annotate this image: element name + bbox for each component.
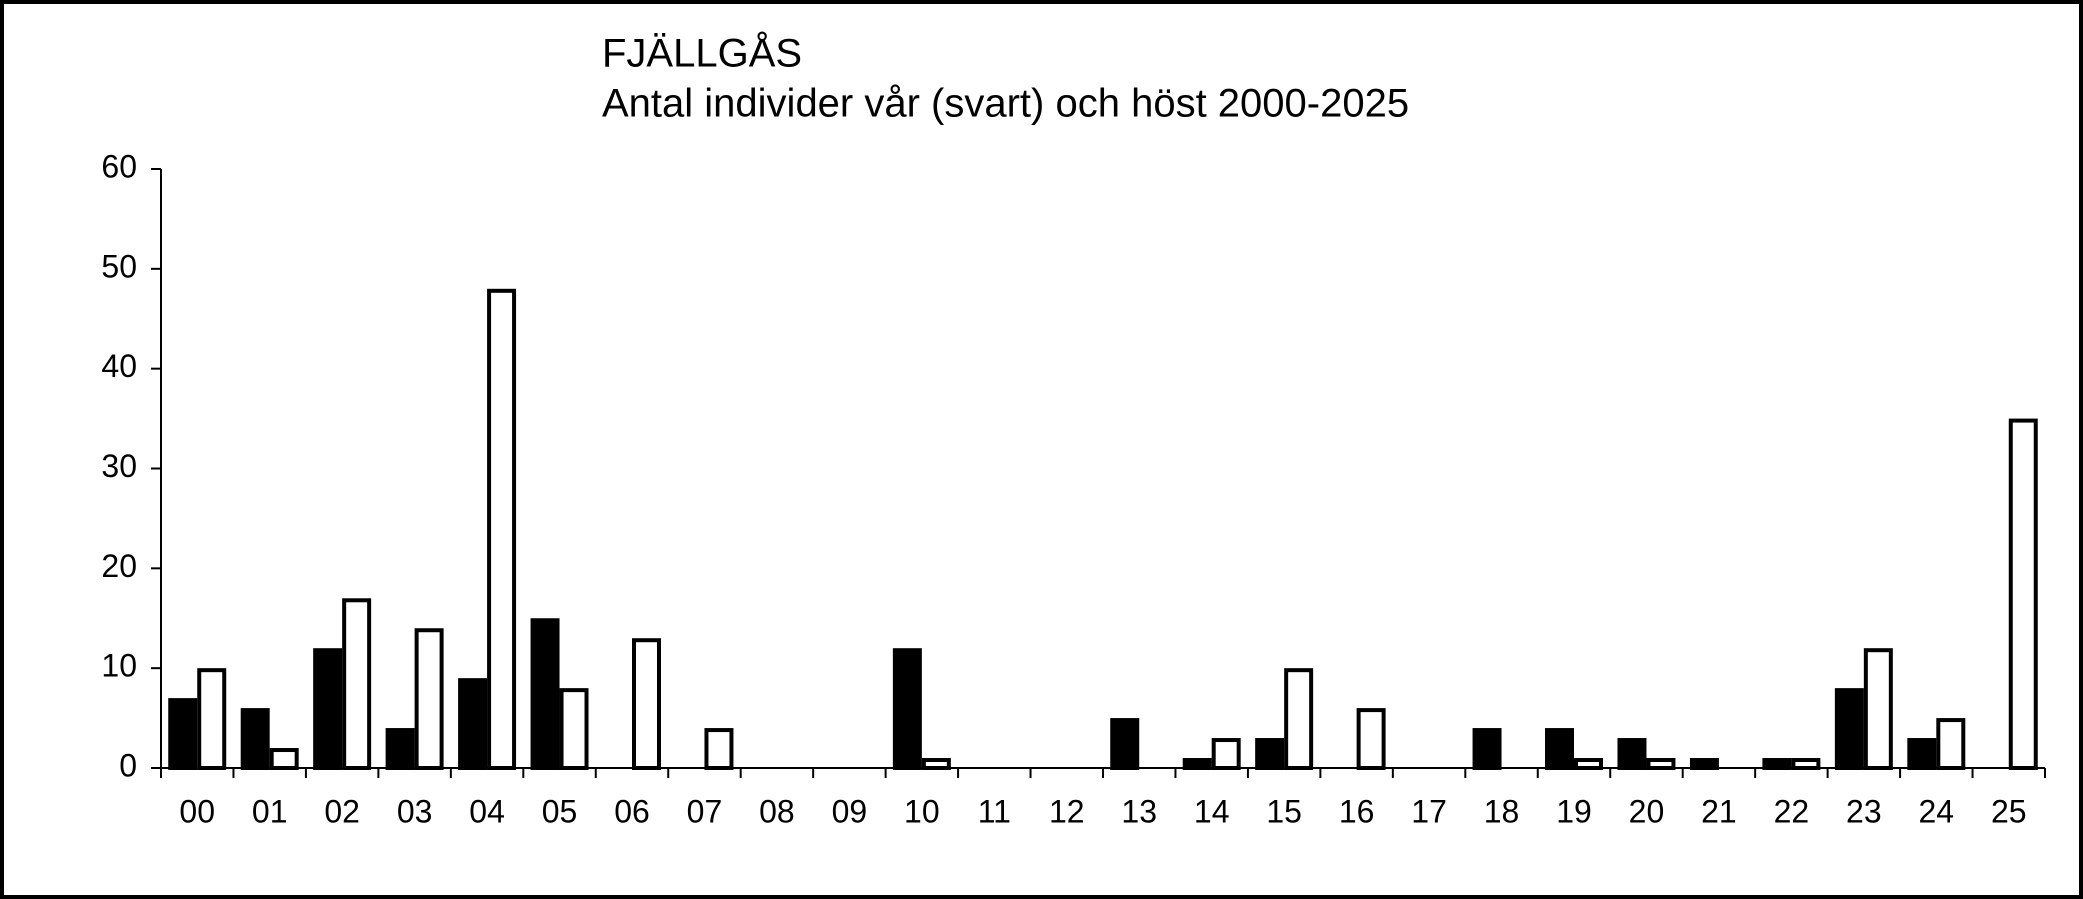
bar (1689, 758, 1719, 770)
x-tick-label: 00 (179, 793, 215, 829)
bar (1211, 738, 1241, 770)
x-tick-label: 01 (252, 793, 288, 829)
x-tick-label: 11 (978, 793, 1011, 829)
bar (414, 628, 444, 770)
x-tick-label: 13 (1121, 793, 1157, 829)
y-tick-label: 50 (101, 248, 137, 284)
x-tick-label: 22 (1774, 793, 1810, 829)
bar (921, 758, 951, 770)
bar (1472, 728, 1502, 770)
bar (1574, 758, 1603, 770)
x-tick-label: 20 (1629, 793, 1665, 829)
bar (1646, 758, 1676, 770)
x-tick-label: 08 (759, 793, 795, 829)
y-tick-label: 20 (101, 548, 137, 584)
y-tick-label: 40 (101, 348, 137, 384)
x-tick-label: 25 (1991, 793, 2027, 829)
bar (892, 648, 922, 771)
y-tick-label: 60 (101, 148, 137, 184)
x-tick-label: 02 (324, 793, 360, 829)
bar (1762, 758, 1792, 770)
bar (342, 598, 372, 770)
bar (240, 708, 270, 770)
x-tick-label: 17 (1411, 793, 1447, 829)
bar (1617, 738, 1647, 770)
bar (1545, 728, 1574, 770)
x-tick-label: 10 (904, 793, 940, 829)
x-tick-label: 23 (1846, 793, 1882, 829)
bar (385, 728, 415, 770)
x-tick-label: 16 (1339, 793, 1375, 829)
y-tick-label: 0 (119, 747, 137, 783)
bar (168, 698, 198, 770)
chart-title: FJÄLLGÅS (602, 31, 802, 76)
bar (559, 688, 589, 771)
bar (632, 638, 661, 771)
bar (313, 648, 343, 771)
x-tick-label: 19 (1556, 793, 1592, 829)
y-tick-label: 10 (101, 648, 137, 684)
x-tick-label: 05 (542, 793, 578, 829)
bar (1791, 758, 1821, 770)
bar (487, 288, 517, 770)
bar (530, 618, 560, 770)
bar (1356, 708, 1386, 770)
x-tick-label: 12 (1049, 793, 1085, 829)
bar (1182, 758, 1212, 770)
x-tick-label: 14 (1194, 793, 1230, 829)
bar (1907, 738, 1937, 770)
x-tick-label: 03 (397, 793, 433, 829)
x-tick-label: 21 (1701, 793, 1737, 829)
x-tick-label: 06 (614, 793, 650, 829)
bar (704, 728, 734, 770)
x-tick-label: 04 (469, 793, 505, 829)
x-tick-label: 24 (1919, 793, 1955, 829)
x-tick-label: 09 (832, 793, 868, 829)
x-tick-label: 07 (687, 793, 723, 829)
bar (1936, 718, 1966, 770)
bar (1255, 738, 1285, 770)
bar (269, 748, 299, 770)
y-tick-label: 30 (101, 448, 137, 484)
bar (2008, 418, 2038, 770)
bar (1110, 718, 1140, 770)
chart-subtitle: Antal individer vår (svart) och höst 200… (602, 82, 1409, 126)
bar (458, 678, 488, 771)
bar (1284, 668, 1314, 771)
bar (1834, 688, 1864, 771)
bar (1863, 648, 1893, 771)
x-tick-label: 18 (1484, 793, 1520, 829)
x-tick-label: 15 (1266, 793, 1302, 829)
bar (197, 668, 227, 771)
